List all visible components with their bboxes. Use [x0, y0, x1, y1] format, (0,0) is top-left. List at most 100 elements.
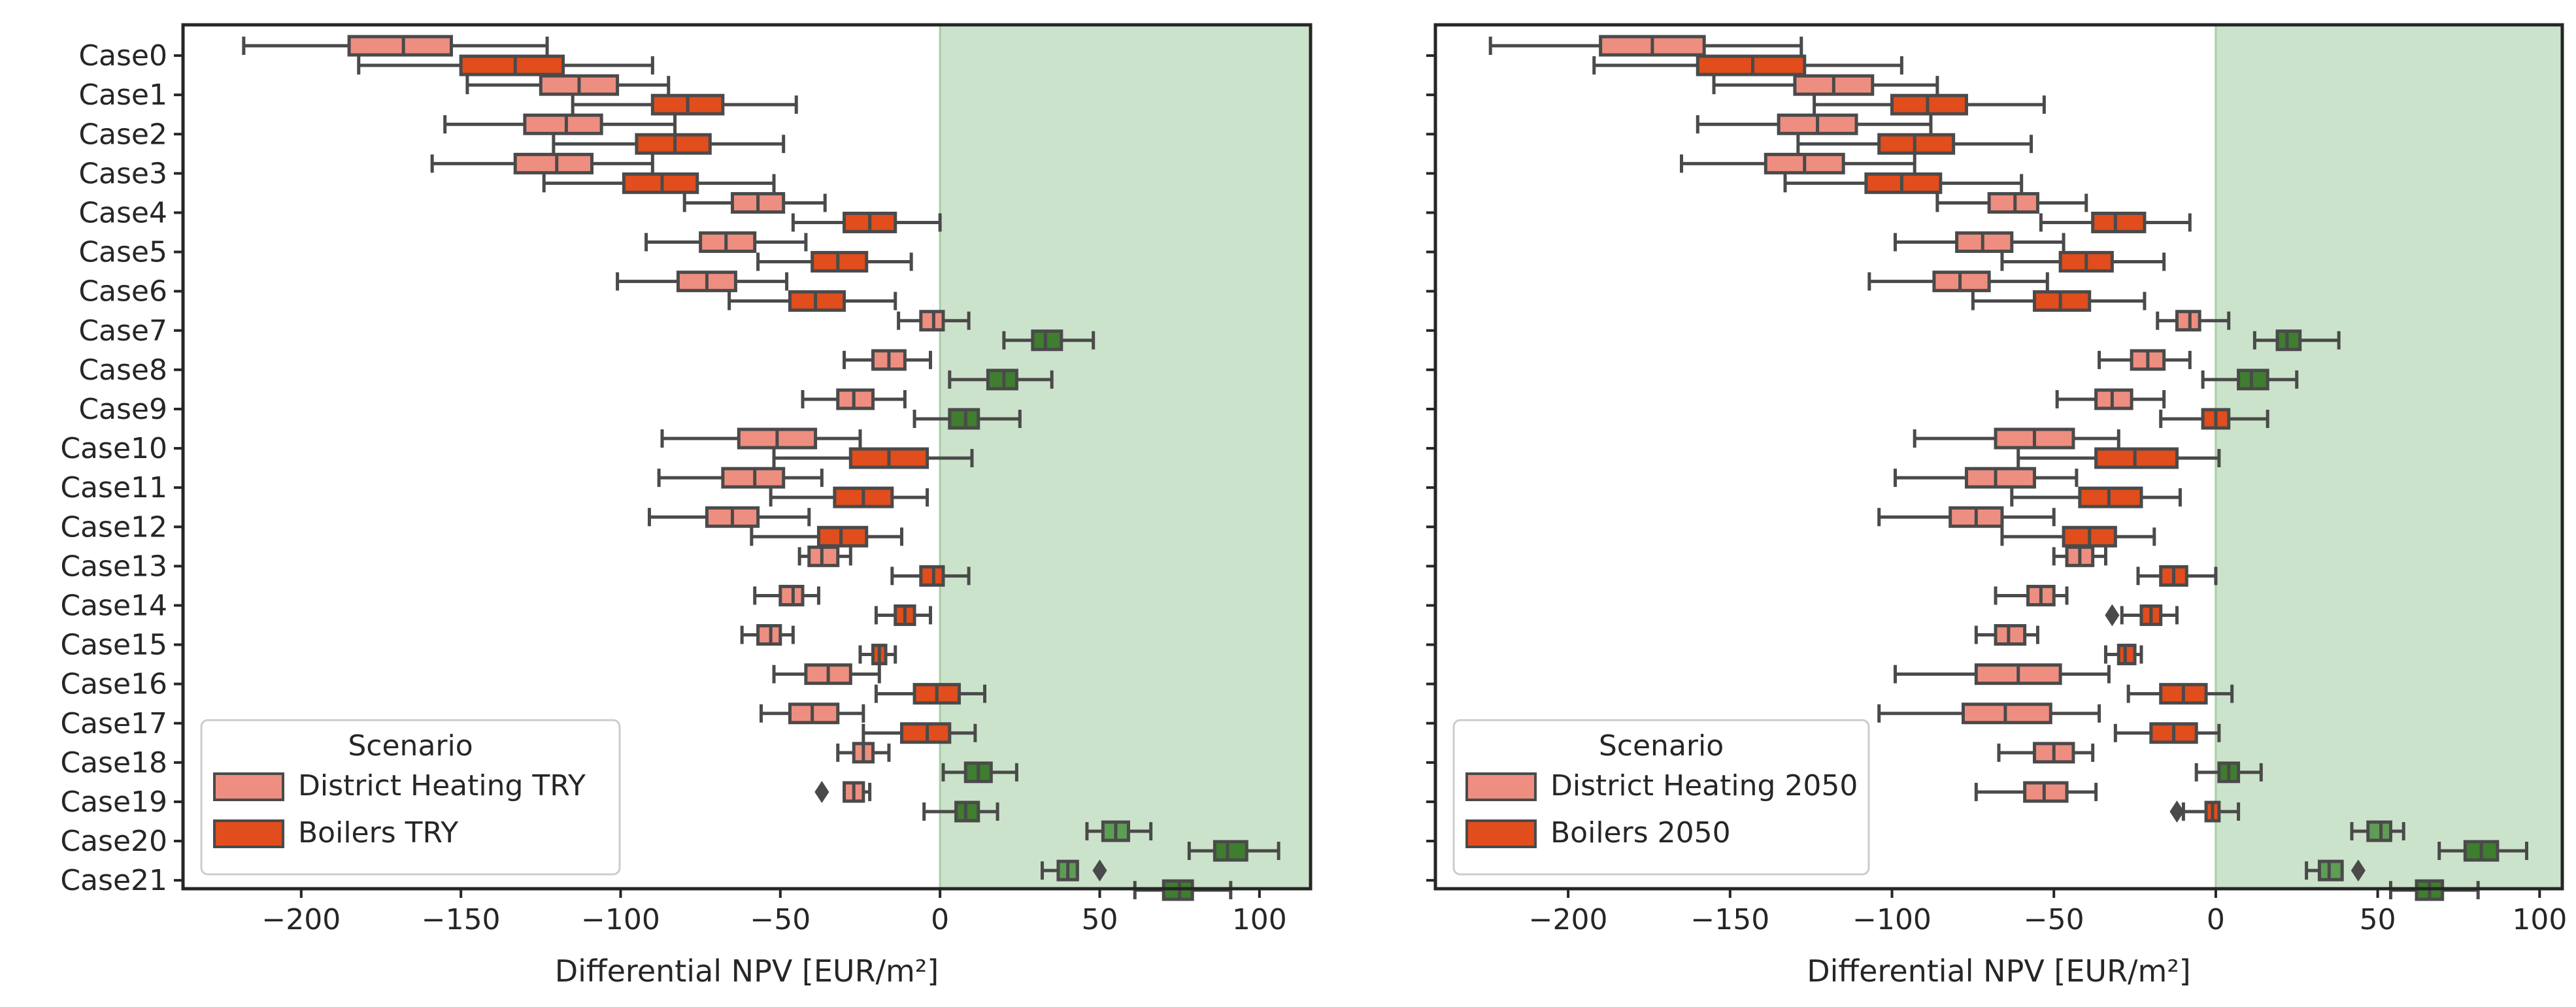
box-case20 — [2350, 820, 2405, 842]
box-case15 — [1974, 624, 2039, 646]
box-case2 — [552, 133, 786, 155]
y-tick-label: Case5 — [78, 236, 167, 269]
x-axis-label: Differential NPV [EUR/m²] — [1807, 953, 2191, 989]
outlier-marker — [2105, 604, 2120, 627]
box-case14 — [874, 604, 932, 626]
box-case13 — [2052, 545, 2107, 567]
box-case16 — [2126, 683, 2234, 705]
y-tick-label: Case0 — [78, 39, 167, 73]
x-tick-label: 100 — [1232, 903, 1287, 936]
y-tick-label: Case3 — [78, 157, 167, 190]
legend-frame — [200, 719, 621, 876]
box-case9 — [2055, 388, 2166, 410]
x-tick-label: −150 — [1690, 903, 1769, 936]
legend-swatch — [213, 819, 284, 848]
box-case17 — [759, 702, 865, 725]
box-case15 — [858, 644, 897, 666]
x-tick-label: −200 — [261, 903, 341, 936]
box-case5 — [756, 251, 913, 273]
box-case7 — [2252, 329, 2341, 352]
legend: Scenario District Heating 2050 Boilers 205… — [1452, 719, 1870, 876]
y-tick-label: Case15 — [60, 629, 167, 662]
y-tick-label: Case13 — [60, 550, 167, 583]
x-tick-label: −150 — [422, 903, 501, 936]
y-tick-label: Case18 — [60, 746, 167, 780]
box-case10 — [2016, 447, 2221, 469]
legend-title: Scenario — [1599, 729, 1724, 763]
series-boilers — [1592, 54, 2529, 901]
y-tick-label: Case9 — [78, 393, 167, 426]
box-case19 — [2169, 801, 2241, 823]
box-case20 — [1187, 840, 1280, 862]
box-case12 — [647, 506, 811, 528]
panel-left: −200 −150 −100 −50 0 50 100 Differential NPV [E… — [60, 23, 1313, 989]
panel-right: −200 −150 −100 −50 0 50 100 Differential NPV [E… — [1426, 23, 2567, 989]
box-case7 — [897, 310, 971, 332]
box-case3 — [1680, 152, 1916, 174]
box-case7 — [2156, 310, 2231, 332]
box-case8 — [843, 349, 932, 371]
box-case16 — [874, 683, 987, 705]
box-case7 — [1002, 329, 1096, 352]
y-tick-label: Case12 — [60, 510, 167, 544]
box-case14 — [753, 584, 820, 606]
y-tick-label: Case4 — [78, 196, 167, 229]
box-case17 — [861, 722, 977, 744]
iqr-box — [459, 54, 565, 76]
box-case13 — [797, 545, 852, 567]
y-tick-label: Case16 — [60, 668, 167, 701]
legend-title: Scenario — [348, 729, 473, 763]
box-case0 — [1592, 54, 1903, 76]
x-tick-label: 50 — [2360, 903, 2396, 936]
iqr-box — [513, 152, 594, 174]
box-case10 — [1913, 427, 2120, 450]
positive-region-shade — [2215, 25, 2562, 889]
x-tick-label: 0 — [2207, 903, 2225, 936]
outlier-marker — [2169, 801, 2184, 823]
box-case15 — [740, 624, 795, 646]
x-tick-label: 0 — [931, 903, 949, 936]
box-case14 — [1994, 584, 2069, 606]
legend-label: District Heating TRY — [298, 769, 586, 802]
y-tick-label: Case20 — [60, 825, 167, 858]
box-case6 — [616, 271, 789, 293]
box-case11 — [657, 467, 824, 489]
box-case11 — [769, 486, 929, 508]
box-case19 — [1974, 781, 2098, 803]
legend-label: Boilers 2050 — [1550, 816, 1731, 850]
iqr-box — [2091, 211, 2147, 233]
box-case2 — [1696, 113, 1933, 135]
box-case0 — [357, 54, 654, 76]
box-case20 — [2437, 840, 2529, 862]
box-case12 — [750, 525, 904, 548]
legend-label: District Heating 2050 — [1550, 769, 1858, 802]
box-case16 — [1893, 663, 2111, 685]
series-district-heating — [242, 35, 1153, 882]
series-district-heating — [1488, 35, 2405, 882]
axes-frame — [1433, 23, 2564, 891]
box-case1 — [465, 74, 671, 96]
box-case14 — [2105, 604, 2179, 627]
box-case3 — [1783, 172, 2024, 194]
box-case8 — [2098, 349, 2192, 371]
box-case0 — [242, 35, 549, 57]
axes-frame — [181, 23, 1313, 891]
x-tick-label: −50 — [750, 903, 811, 936]
box-case18 — [1997, 742, 2095, 764]
box-case12 — [2000, 525, 2156, 548]
box-case5 — [644, 231, 808, 254]
box-case17 — [2113, 722, 2221, 744]
box-case4 — [1935, 191, 2088, 214]
legend-swatch — [1465, 772, 1537, 801]
y-tick-label: Case6 — [78, 275, 167, 308]
box-case5 — [2000, 251, 2166, 273]
box-case11 — [2010, 486, 2182, 508]
box-case21 — [2305, 859, 2366, 882]
x-tick-label: −100 — [581, 903, 660, 936]
x-tick-label: 50 — [1081, 903, 1118, 936]
x-axis-label: Differential NPV [EUR/m²] — [555, 953, 939, 989]
iqr-box — [523, 113, 603, 135]
iqr-box — [347, 35, 453, 57]
